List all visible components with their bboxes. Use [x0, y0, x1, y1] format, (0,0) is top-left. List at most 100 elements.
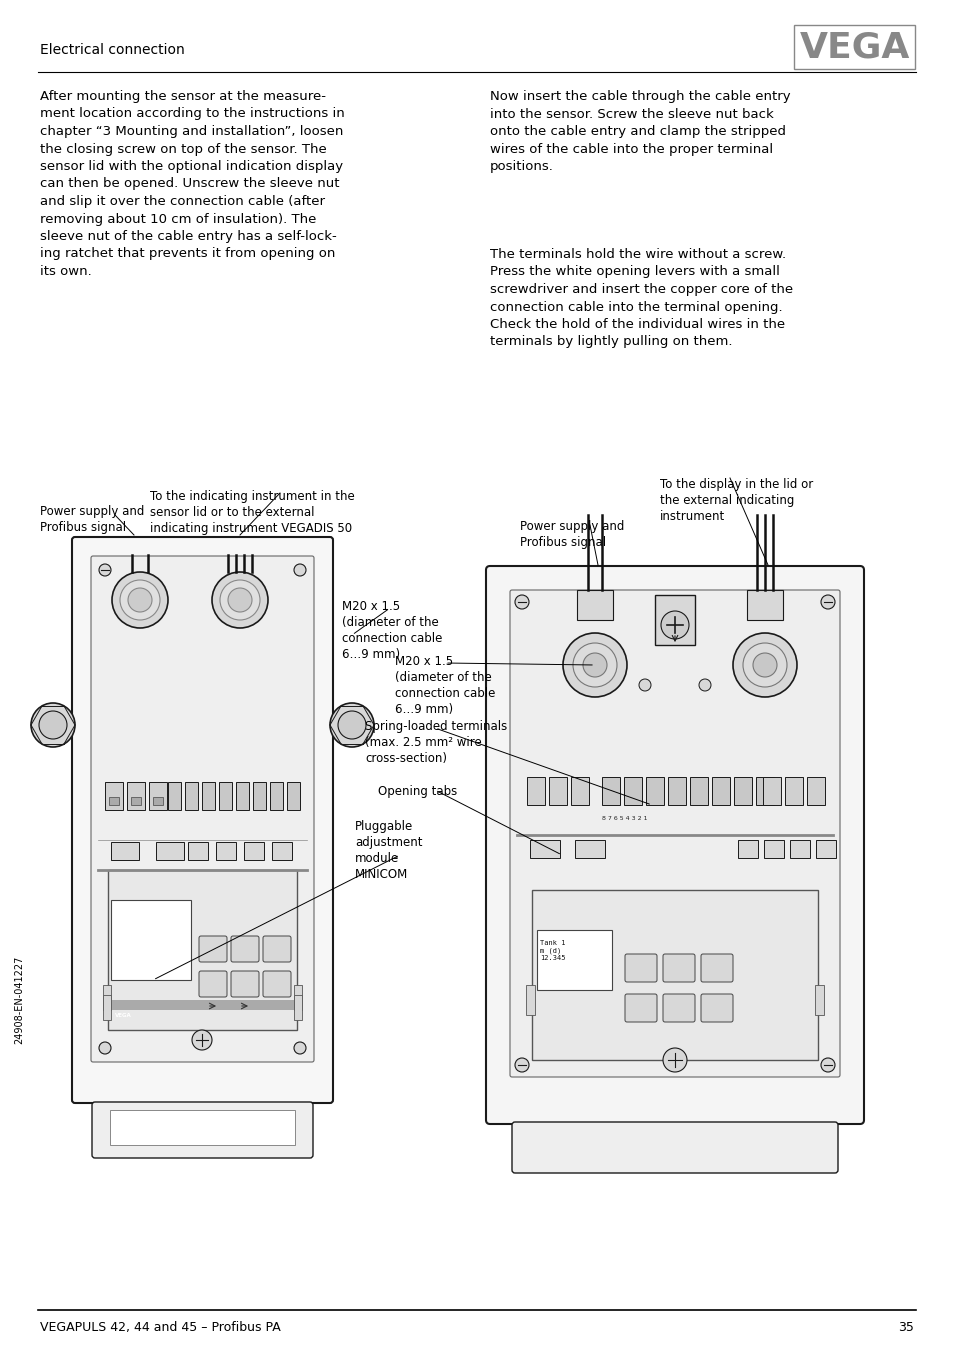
Bar [152, 796, 163, 804]
Circle shape [582, 653, 606, 677]
Bar [110, 1110, 294, 1145]
Text: 35: 35 [897, 1321, 913, 1334]
Bar [548, 777, 566, 804]
Bar [185, 781, 198, 810]
Text: Power supply and
Profibus signal: Power supply and Profibus signal [40, 506, 144, 534]
Bar [215, 842, 235, 860]
Circle shape [30, 703, 75, 748]
Text: 8 7 6 5 4 3 2 1: 8 7 6 5 4 3 2 1 [601, 815, 647, 821]
Bar [108, 869, 296, 1030]
Bar [526, 777, 544, 804]
Bar [575, 840, 604, 859]
Bar [105, 781, 123, 810]
Circle shape [294, 564, 306, 576]
Bar [253, 781, 266, 810]
Bar [645, 777, 663, 804]
Text: To the indicating instrument in the
sensor lid or to the external
indicating ins: To the indicating instrument in the sens… [150, 489, 355, 535]
Circle shape [330, 703, 374, 748]
Circle shape [732, 633, 796, 698]
Bar [571, 777, 588, 804]
Text: VEGAPULS 42, 44 and 45 – Profibus PA: VEGAPULS 42, 44 and 45 – Profibus PA [40, 1321, 280, 1334]
Bar [806, 777, 824, 804]
Circle shape [120, 580, 160, 621]
Circle shape [573, 644, 617, 687]
Bar [109, 796, 119, 804]
Circle shape [821, 1059, 834, 1072]
Bar [103, 986, 111, 1010]
Text: Power supply and
Profibus signal: Power supply and Profibus signal [519, 521, 623, 549]
Text: VEGA: VEGA [799, 30, 909, 64]
Circle shape [662, 1048, 686, 1072]
Circle shape [699, 679, 710, 691]
Circle shape [515, 595, 529, 608]
Bar [655, 595, 695, 645]
Text: Tank 1
m (d)
12.345: Tank 1 m (d) 12.345 [539, 940, 565, 960]
Circle shape [294, 1042, 306, 1055]
Bar [525, 986, 535, 1015]
Circle shape [39, 711, 67, 740]
Bar [219, 781, 232, 810]
FancyBboxPatch shape [199, 936, 227, 963]
Bar [755, 777, 773, 804]
Circle shape [562, 633, 626, 698]
FancyBboxPatch shape [263, 971, 291, 996]
FancyBboxPatch shape [231, 936, 258, 963]
Bar [131, 796, 141, 804]
Bar [733, 777, 751, 804]
FancyBboxPatch shape [662, 994, 695, 1022]
Bar [814, 986, 823, 1015]
Bar [532, 890, 817, 1060]
FancyBboxPatch shape [700, 955, 732, 982]
Text: Electrical connection: Electrical connection [40, 43, 185, 57]
Text: VEGA: VEGA [115, 1013, 132, 1018]
FancyBboxPatch shape [231, 971, 258, 996]
FancyBboxPatch shape [624, 994, 657, 1022]
Text: Spring-loaded terminals
(max. 2.5 mm² wire
cross-section): Spring-loaded terminals (max. 2.5 mm² wi… [365, 721, 507, 765]
Circle shape [112, 572, 168, 627]
Bar [156, 842, 184, 860]
FancyBboxPatch shape [700, 994, 732, 1022]
Bar [763, 840, 783, 859]
Circle shape [128, 588, 152, 612]
Text: The terminals hold the wire without a screw.
Press the white opening levers with: The terminals hold the wire without a sc… [490, 247, 792, 349]
Bar [235, 781, 249, 810]
Text: Now insert the cable through the cable entry
into the sensor. Screw the sleeve n: Now insert the cable through the cable e… [490, 91, 790, 173]
FancyBboxPatch shape [512, 1122, 837, 1174]
Bar [294, 986, 302, 1010]
Text: Pluggable
adjustment
module
MINICOM: Pluggable adjustment module MINICOM [355, 821, 422, 882]
Bar [537, 930, 612, 990]
Bar [762, 777, 781, 804]
Bar [746, 589, 782, 621]
FancyBboxPatch shape [199, 971, 227, 996]
Bar [711, 777, 729, 804]
Bar [272, 842, 292, 860]
Bar [103, 995, 111, 1019]
Circle shape [220, 580, 260, 621]
Circle shape [821, 595, 834, 608]
FancyBboxPatch shape [485, 566, 863, 1124]
Bar [789, 840, 809, 859]
Text: After mounting the sensor at the measure-
ment location according to the instruc: After mounting the sensor at the measure… [40, 91, 344, 279]
Circle shape [192, 1030, 212, 1051]
Bar [149, 781, 167, 810]
FancyBboxPatch shape [624, 955, 657, 982]
Circle shape [99, 564, 111, 576]
FancyBboxPatch shape [662, 955, 695, 982]
Circle shape [752, 653, 776, 677]
Circle shape [99, 1042, 111, 1055]
Bar [738, 840, 758, 859]
Bar [127, 781, 145, 810]
FancyBboxPatch shape [91, 1102, 313, 1159]
Bar [202, 781, 214, 810]
FancyBboxPatch shape [71, 537, 333, 1103]
Text: Opening tabs: Opening tabs [377, 786, 456, 798]
FancyBboxPatch shape [91, 556, 314, 1063]
Circle shape [212, 572, 268, 627]
Bar [168, 781, 181, 810]
Bar [111, 842, 139, 860]
Circle shape [639, 679, 650, 691]
Text: M20 x 1.5
(diameter of the
connection cable
6…9 mm): M20 x 1.5 (diameter of the connection ca… [395, 654, 495, 717]
Circle shape [660, 611, 688, 639]
Bar [689, 777, 707, 804]
Circle shape [515, 1059, 529, 1072]
